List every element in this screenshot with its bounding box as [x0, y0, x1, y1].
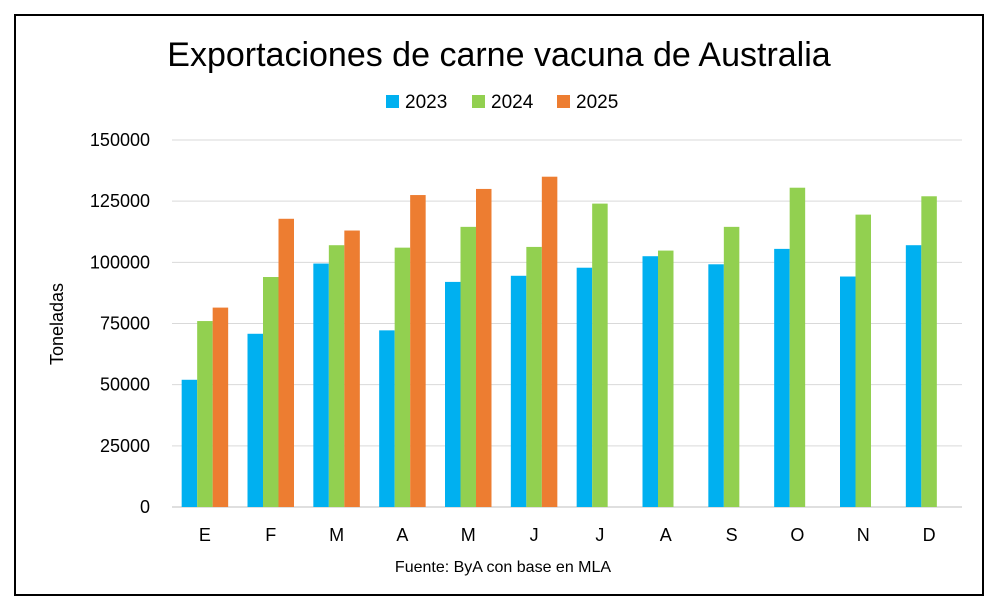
bar-2024-5 [460, 226, 476, 507]
source-note: Fuente: ByA con base en MLA [395, 559, 611, 576]
legend-label-2023: 2023 [405, 92, 447, 113]
x-tick-label: E [199, 525, 211, 545]
x-tick-label: F [265, 525, 276, 545]
y-tick-label: 25000 [100, 436, 150, 456]
y-axis-label: Toneladas [47, 283, 67, 365]
bar-2024-8 [658, 250, 674, 507]
x-tick-label: J [530, 525, 539, 545]
legend: 2023 2024 2025 [386, 92, 618, 113]
legend-label-2025: 2025 [576, 92, 618, 113]
y-tick-label: 125000 [90, 191, 150, 211]
bar-2025-5 [476, 188, 492, 507]
bar-2023-11 [840, 276, 856, 507]
legend-swatch-2023 [386, 95, 399, 108]
bar-2024-2 [263, 277, 279, 507]
bar-2025-1 [212, 307, 229, 507]
gridlines [172, 139, 962, 508]
y-tick-label: 0 [140, 497, 150, 517]
bar-2025-3 [344, 230, 360, 507]
bar-2024-3 [328, 245, 345, 507]
x-tick-label: M [329, 525, 344, 545]
x-tick-label: O [790, 525, 804, 545]
chart-title: Exportaciones de carne vacuna de Austral… [167, 36, 831, 74]
bar-2024-11 [855, 214, 871, 507]
y-tick-label: 100000 [90, 252, 150, 272]
bar-2024-9 [723, 226, 740, 507]
bar-2023-8 [642, 256, 658, 507]
bar-2023-7 [576, 267, 593, 507]
chart-frame [14, 14, 984, 596]
bar-2024-4 [394, 247, 411, 508]
x-tick-label: J [595, 525, 604, 545]
x-tick-label: A [660, 525, 672, 545]
legend-swatch-2025 [557, 95, 570, 108]
y-tick-label: 50000 [100, 375, 150, 395]
bar-2023-9 [708, 264, 724, 507]
bar-2023-2 [247, 333, 263, 507]
bar-2024-1 [197, 321, 213, 507]
bar-2025-2 [278, 218, 294, 508]
x-tick-label: A [396, 525, 408, 545]
legend-swatch-2024 [472, 95, 485, 108]
y-tick-label: 150000 [90, 130, 150, 150]
bar-2024-12 [921, 196, 937, 508]
y-axis-ticks: 0 25000 50000 75000 100000 125000 150000 [90, 130, 150, 517]
bar-2023-10 [774, 248, 790, 508]
bar-2023-12 [905, 245, 922, 507]
x-tick-label: D [923, 525, 936, 545]
bar-2024-6 [526, 246, 542, 508]
bar-2023-6 [510, 275, 527, 507]
bar-2023-3 [313, 263, 329, 507]
bar-2024-10 [789, 187, 806, 507]
x-tick-label: S [726, 525, 738, 545]
bar-2024-7 [592, 203, 608, 507]
bar-2023-5 [445, 281, 461, 507]
bar-2023-4 [379, 330, 395, 507]
bar-2023-1 [181, 379, 198, 507]
x-tick-label: N [857, 525, 870, 545]
legend-label-2024: 2024 [491, 92, 534, 113]
bars [181, 176, 937, 508]
y-tick-label: 75000 [100, 314, 150, 334]
bar-2025-6 [541, 176, 558, 507]
x-tick-label: M [461, 525, 476, 545]
bar-2025-4 [410, 195, 426, 508]
